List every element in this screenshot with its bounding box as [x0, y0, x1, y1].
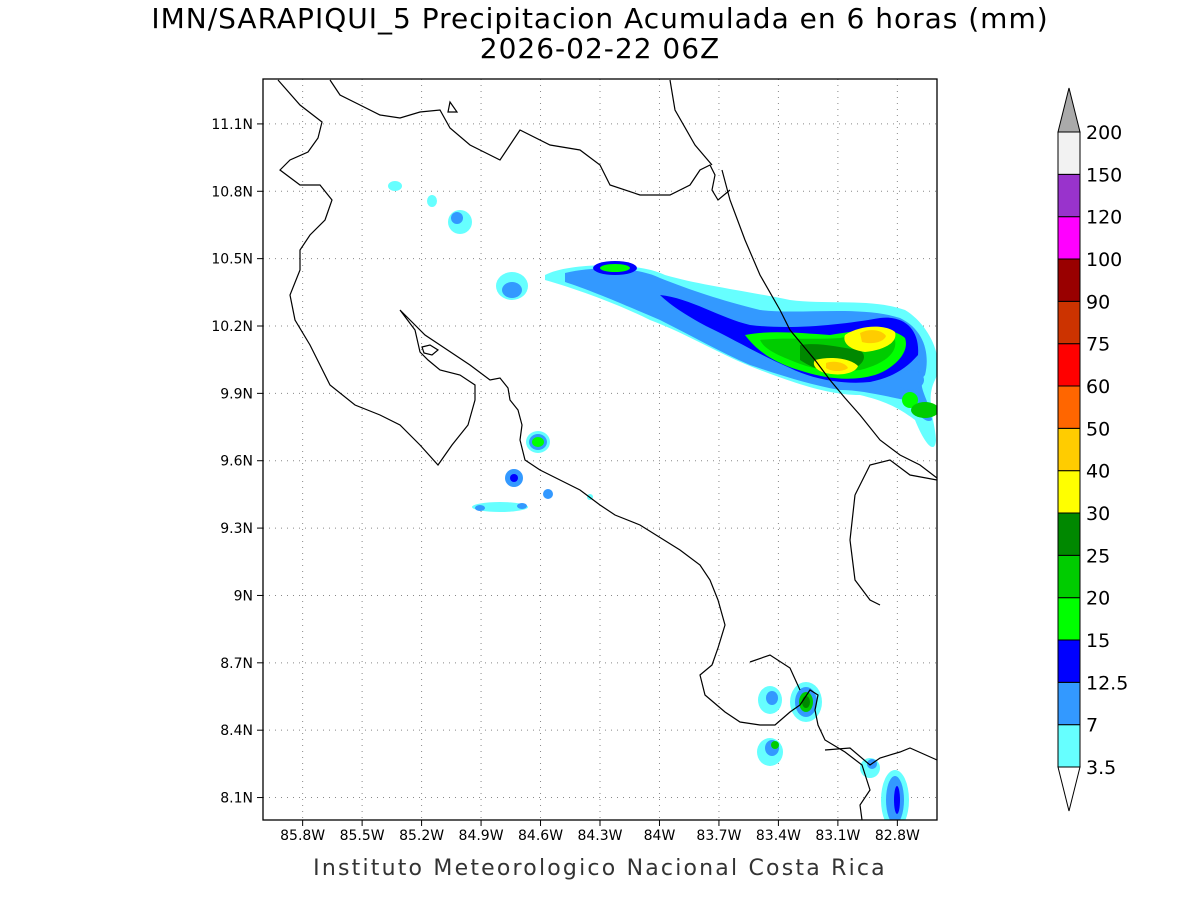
y-tick-label: 10.8N: [211, 184, 253, 200]
colorbar-label: 120: [1086, 207, 1122, 229]
y-tick-label: 9N: [234, 588, 253, 604]
colorbar-label: 7: [1086, 715, 1098, 737]
precip-cells-south: [757, 682, 909, 820]
colorbar-label: 40: [1086, 461, 1110, 483]
precip-band-north: [496, 261, 937, 447]
map-frame-bg: [263, 79, 937, 820]
colorbar-swatch: [1057, 597, 1081, 641]
y-tick-label: 8.7N: [220, 656, 253, 672]
y-tick-label: 10.5N: [211, 252, 253, 268]
y-tick-label: 8.1N: [220, 791, 253, 807]
coastlines: [277, 79, 937, 820]
x-tick-label: 84W: [644, 828, 676, 844]
gridlines: [263, 79, 937, 820]
colorbar-swatch: [1057, 427, 1081, 472]
colorbar-swatch: [1057, 173, 1081, 218]
colorbar-top-arrow: [1057, 87, 1081, 133]
colorbar-swatch: [1057, 216, 1081, 260]
colorbar-swatch: [1057, 343, 1081, 387]
x-tick-label: 83.7W: [696, 828, 741, 844]
y-tick-label: 9.9N: [220, 386, 253, 402]
colorbar-label: 60: [1086, 376, 1110, 398]
x-tick-label: 84.9W: [459, 828, 504, 844]
colorbar-swatch: [1057, 639, 1081, 683]
colorbar: 3.5 7 12.5 15 20 25 30 40 50 60 75 90 100 120 150 200: [1057, 87, 1128, 812]
colorbar-label: 200: [1086, 122, 1122, 144]
y-tick-label: 9.3N: [220, 521, 253, 537]
colorbar-label: 12.5: [1086, 672, 1128, 694]
colorbar-label: 25: [1086, 545, 1110, 567]
colorbar-label: 90: [1086, 291, 1110, 313]
x-tick-label: 83.4W: [756, 828, 801, 844]
colorbar-bottom-arrow: [1057, 766, 1081, 812]
colorbar-swatch: [1057, 724, 1081, 768]
map-date: 2026-02-22 06Z: [479, 32, 721, 65]
colorbar-label: 150: [1086, 164, 1122, 186]
colorbar-swatch: [1057, 300, 1081, 345]
x-tick-label: 85.8W: [280, 828, 325, 844]
colorbar-label: 50: [1086, 418, 1110, 440]
precip-field: [277, 79, 937, 820]
y-tick-label: 8.4N: [220, 723, 253, 739]
colorbar-label: 75: [1086, 334, 1110, 356]
x-axis: 85.8W 85.5W 85.2W 84.9W 84.6W 84.3W 84W 83.7W 83…: [280, 820, 920, 844]
y-tick-label: 11.1N: [211, 117, 253, 133]
footer-credit: Instituto Meteorologico Nacional Costa R…: [313, 856, 887, 881]
precip-cells-central: [472, 431, 593, 512]
colorbar-label: 3.5: [1086, 757, 1116, 779]
x-tick-label: 84.3W: [577, 828, 622, 844]
map-title: IMN/SARAPIQUI_5 Precipitacion Acumulada …: [151, 2, 1049, 35]
colorbar-label: 20: [1086, 588, 1110, 610]
colorbar-swatch: [1057, 470, 1081, 514]
x-tick-label: 84.6W: [518, 828, 563, 844]
colorbar-swatch: [1057, 385, 1081, 429]
colorbar-swatch: [1057, 554, 1081, 599]
precip-cells-northwest: [388, 181, 472, 234]
x-tick-label: 85.2W: [399, 828, 444, 844]
colorbar-swatch: [1057, 258, 1081, 302]
x-tick-label: 82.8W: [875, 828, 920, 844]
colorbar-swatch: [1057, 681, 1081, 726]
x-tick-label: 85.5W: [340, 828, 385, 844]
y-axis: 11.1N 10.8N 10.5N 10.2N 9.9N 9.6N 9.3N 9N 8.7N 8.…: [211, 117, 263, 807]
x-tick-label: 83.1W: [815, 828, 860, 844]
colorbar-swatch: [1057, 131, 1081, 175]
colorbar-label: 15: [1086, 630, 1110, 652]
colorbar-label: 100: [1086, 249, 1122, 271]
colorbar-label: 30: [1086, 503, 1110, 525]
y-tick-label: 10.2N: [211, 319, 253, 335]
colorbar-swatch: [1057, 512, 1081, 556]
y-tick-label: 9.6N: [220, 454, 253, 470]
